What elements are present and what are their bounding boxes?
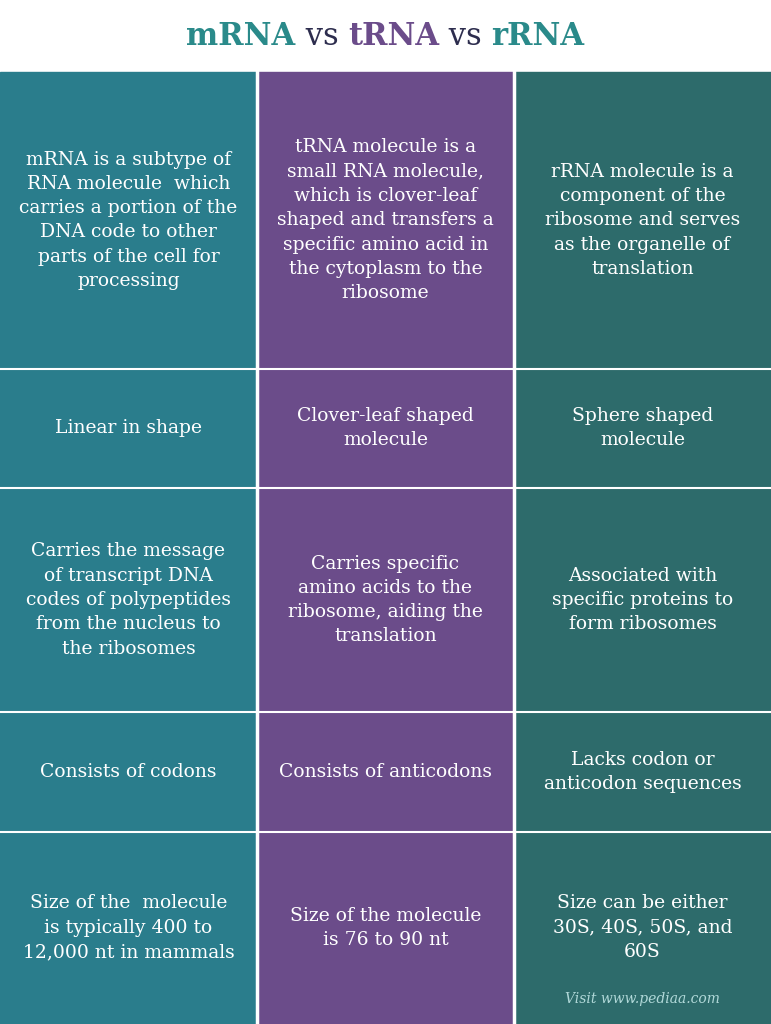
Bar [257, 488, 514, 712]
Text: Visit www.pediaa.com: Visit www.pediaa.com [565, 992, 720, 1006]
Text: mRNA: mRNA [187, 20, 295, 51]
Bar [514, 369, 771, 488]
Bar [514, 488, 771, 712]
Bar [257, 712, 514, 831]
Bar [0, 488, 257, 712]
Text: Sphere shaped
molecule: Sphere shaped molecule [572, 408, 713, 450]
Text: Carries specific
amino acids to the
ribosome, aiding the
translation: Carries specific amino acids to the ribo… [288, 555, 483, 645]
Text: Lacks codon or
anticodon sequences: Lacks codon or anticodon sequences [544, 751, 742, 793]
Bar [0, 831, 257, 1024]
Bar [0, 72, 257, 369]
Bar [514, 831, 771, 1024]
Text: Consists of codons: Consists of codons [40, 763, 217, 780]
Text: Clover-leaf shaped
molecule: Clover-leaf shaped molecule [297, 408, 474, 450]
Text: Size can be either
30S, 40S, 50S, and
60S: Size can be either 30S, 40S, 50S, and 60… [553, 894, 732, 962]
Text: tRNA molecule is a
small RNA molecule,
which is clover-leaf
shaped and transfers: tRNA molecule is a small RNA molecule, w… [277, 138, 494, 302]
Bar [514, 72, 771, 369]
Text: rRNA molecule is a
component of the
ribosome and serves
as the organelle of
tran: rRNA molecule is a component of the ribo… [545, 163, 740, 278]
Bar [0, 712, 257, 831]
Text: vs: vs [295, 20, 348, 51]
Bar [514, 712, 771, 831]
Text: tRNA: tRNA [348, 20, 439, 51]
Text: Linear in shape: Linear in shape [55, 420, 202, 437]
Text: rRNA: rRNA [492, 20, 584, 51]
Text: Size of the molecule
is 76 to 90 nt: Size of the molecule is 76 to 90 nt [290, 906, 481, 949]
Text: Size of the  molecule
is typically 400 to
12,000 nt in mammals: Size of the molecule is typically 400 to… [22, 894, 234, 962]
Bar [257, 831, 514, 1024]
Text: Consists of anticodons: Consists of anticodons [279, 763, 492, 780]
Text: Carries the message
of transcript DNA
codes of polypeptides
from the nucleus to
: Carries the message of transcript DNA co… [26, 543, 231, 657]
Text: Associated with
specific proteins to
form ribosomes: Associated with specific proteins to for… [552, 566, 733, 633]
Bar [257, 72, 514, 369]
Bar [257, 369, 514, 488]
Text: vs: vs [439, 20, 492, 51]
Text: mRNA is a subtype of
RNA molecule  which
carries a portion of the
DNA code to ot: mRNA is a subtype of RNA molecule which … [19, 151, 237, 290]
Bar [0, 369, 257, 488]
